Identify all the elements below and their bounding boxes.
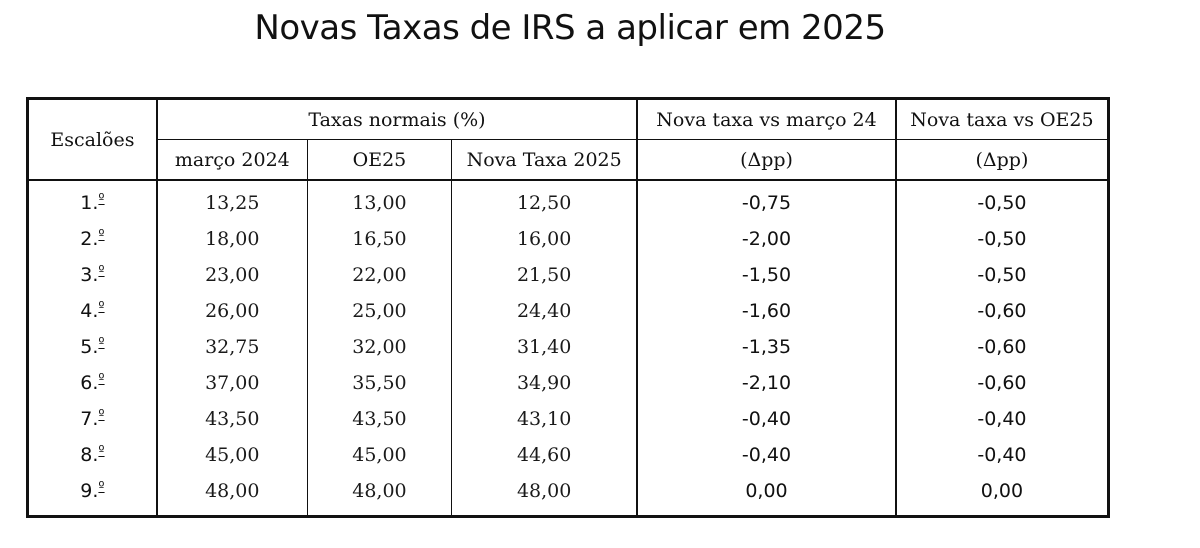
marco-2024-cell: 13,25 [155,180,308,221]
marco-2024-cell: 43,50 [155,401,308,437]
vs-oe25-cell: -0,40 [894,401,1109,437]
header-row-top: Escalões Taxas normais (%) Nova taxa vs … [27,98,1109,181]
vs-marco-cell: -0,40 [636,437,896,473]
vs-marco-cell: -0,40 [636,401,896,437]
page-title: Novas Taxas de IRS a aplicar em 2025 [254,8,886,48]
oe25-cell: 32,00 [306,329,452,365]
irs-rates-table: Escalões Taxas normais (%) Nova taxa vs … [26,97,1110,518]
marco-2024-cell: 37,00 [155,365,308,401]
nova-taxa-cell: 44,60 [451,437,638,473]
nova-taxa-cell: 16,00 [451,221,638,257]
escalao-ordinal: º [98,408,105,423]
table-body: 1.º 13,25 13,00 12,50 -0,75 -0,50 2.º 18,00 16,5… [28,180,1109,517]
vs-marco-cell: -0,75 [636,180,896,221]
table-row: 8.º 45,00 45,00 44,60 -0,40 -0,40 [28,437,1109,473]
header-vs-marco: Nova taxa vs março 24 [636,98,896,140]
escalao-cell: 4.º [28,293,157,329]
vs-marco-cell: -1,60 [636,293,896,329]
oe25-cell: 13,00 [306,180,452,221]
escalao-cell: 1.º [28,180,157,221]
escalao-ordinal: º [98,264,105,279]
marco-2024-cell: 18,00 [155,221,308,257]
marco-2024-cell: 45,00 [155,437,308,473]
escalao-ordinal: º [98,372,105,387]
escalao-number: 5. [80,336,99,358]
table-row: 4.º 26,00 25,00 24,40 -1,60 -0,60 [28,293,1109,329]
escalao-ordinal: º [98,336,105,351]
vs-oe25-cell: -0,60 [894,329,1109,365]
escalao-number: 1. [80,192,99,214]
escalao-cell: 7.º [28,401,157,437]
header-taxas-normais: Taxas normais (%) [155,98,638,140]
oe25-cell: 22,00 [306,257,452,293]
nova-taxa-cell: 21,50 [451,257,638,293]
table-row: 7.º 43,50 43,50 43,10 -0,40 -0,40 [28,401,1109,437]
escalao-cell: 5.º [28,329,157,365]
header-oe25: OE25 [306,139,452,181]
table-row: 1.º 13,25 13,00 12,50 -0,75 -0,50 [28,180,1109,221]
nova-taxa-cell: 34,90 [451,365,638,401]
escalao-cell: 9.º [28,473,157,517]
oe25-cell: 43,50 [306,401,452,437]
vs-oe25-cell: 0,00 [894,473,1109,517]
escalao-ordinal: º [98,480,105,495]
table-row: 5.º 32,75 32,00 31,40 -1,35 -0,60 [28,329,1109,365]
table-row: 3.º 23,00 22,00 21,50 -1,50 -0,50 [28,257,1109,293]
nova-taxa-cell: 24,40 [451,293,638,329]
header-nova-taxa: Nova Taxa 2025 [451,139,638,181]
escalao-number: 3. [80,264,99,286]
vs-oe25-cell: -0,50 [894,257,1109,293]
vs-marco-cell: -2,10 [636,365,896,401]
header-vs-oe25-unit: (Δpp) [894,139,1109,181]
table-row: 9.º 48,00 48,00 48,00 0,00 0,00 [28,473,1109,517]
vs-oe25-cell: -0,50 [894,221,1109,257]
escalao-number: 2. [80,228,99,250]
table-row: 2.º 18,00 16,50 16,00 -2,00 -0,50 [28,221,1109,257]
vs-oe25-cell: -0,50 [894,180,1109,221]
marco-2024-cell: 48,00 [155,473,308,517]
escalao-number: 6. [80,372,99,394]
escalao-cell: 2.º [28,221,157,257]
escalao-ordinal: º [98,228,105,243]
vs-marco-cell: -2,00 [636,221,896,257]
escalao-cell: 8.º [28,437,157,473]
nova-taxa-cell: 48,00 [451,473,638,517]
oe25-cell: 35,50 [306,365,452,401]
escalao-cell: 3.º [28,257,157,293]
vs-oe25-cell: -0,40 [894,437,1109,473]
nova-taxa-cell: 31,40 [451,329,638,365]
header-vs-marco-unit: (Δpp) [636,139,896,181]
escalao-ordinal: º [98,444,105,459]
header-row-bottom: março 2024 OE25 Nova Taxa 2025 (Δpp) (Δp… [28,139,1109,181]
marco-2024-cell: 23,00 [155,257,308,293]
escalao-number: 4. [80,300,99,322]
escalao-number: 8. [80,444,99,466]
header-marco-2024: março 2024 [155,139,308,181]
marco-2024-cell: 26,00 [155,293,308,329]
header-escaloes: Escalões [27,98,157,181]
escalao-number: 7. [80,408,99,430]
oe25-cell: 16,50 [306,221,452,257]
vs-oe25-cell: -0,60 [894,293,1109,329]
table-row: 6.º 37,00 35,50 34,90 -2,10 -0,60 [28,365,1109,401]
nova-taxa-cell: 12,50 [451,180,638,221]
oe25-cell: 25,00 [306,293,452,329]
vs-marco-cell: -1,35 [636,329,896,365]
oe25-cell: 48,00 [306,473,452,517]
escalao-cell: 6.º [28,365,157,401]
vs-marco-cell: 0,00 [636,473,896,517]
escalao-number: 9. [80,480,99,502]
marco-2024-cell: 32,75 [155,329,308,365]
oe25-cell: 45,00 [306,437,452,473]
nova-taxa-cell: 43,10 [451,401,638,437]
header-vs-oe25: Nova taxa vs OE25 [894,98,1109,140]
vs-marco-cell: -1,50 [636,257,896,293]
escalao-ordinal: º [98,192,105,207]
escalao-ordinal: º [98,300,105,315]
vs-oe25-cell: -0,60 [894,365,1109,401]
